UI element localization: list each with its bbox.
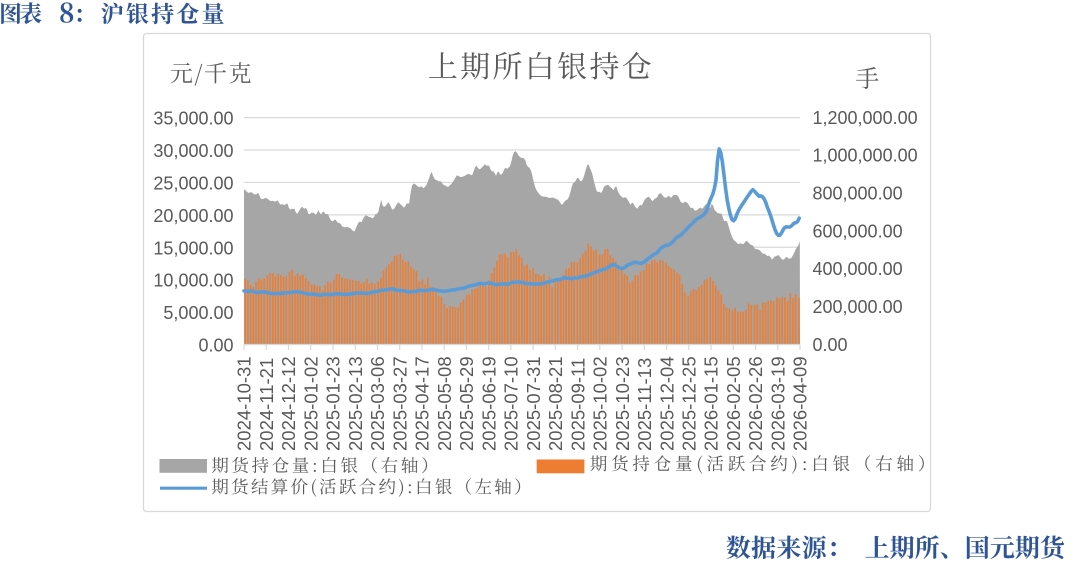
svg-text:600,000.00: 600,000.00 [813,221,903,241]
svg-text:2025-05-29: 2025-05-29 [456,356,477,451]
svg-text:0.00: 0.00 [813,335,848,355]
svg-text:2025-09-11: 2025-09-11 [567,358,588,451]
svg-text:2024-11-21: 2024-11-21 [256,358,277,451]
svg-text:2025-08-21: 2025-08-21 [545,356,566,451]
svg-text:2025-01-02: 2025-01-02 [300,356,321,451]
svg-text:2025-07-31: 2025-07-31 [523,356,544,451]
svg-text:2026-01-15: 2026-01-15 [701,356,722,451]
svg-text:2025-04-17: 2025-04-17 [412,356,433,451]
svg-text:2024-12-12: 2024-12-12 [278,356,299,451]
svg-text:20,000.00: 20,000.00 [153,206,233,226]
svg-text:2026-02-26: 2026-02-26 [745,356,766,451]
svg-text:400,000.00: 400,000.00 [813,259,903,279]
svg-text:0.00: 0.00 [198,336,233,356]
svg-text:2025-03-06: 2025-03-06 [367,356,388,451]
svg-text:1,200,000.00: 1,200,000.00 [813,108,918,128]
svg-text:2024-10-31: 2024-10-31 [234,356,255,451]
svg-text:2025-07-10: 2025-07-10 [501,356,522,451]
svg-text:25,000.00: 25,000.00 [153,173,233,193]
svg-text:2025-02-13: 2025-02-13 [345,356,366,451]
svg-text:1,000,000.00: 1,000,000.00 [813,146,918,166]
svg-text:2025-10-23: 2025-10-23 [612,356,633,451]
svg-text:2026-02-05: 2026-02-05 [723,356,744,451]
svg-text:2026-03-19: 2026-03-19 [767,356,788,451]
svg-text:2025-01-23: 2025-01-23 [323,356,344,451]
svg-text:2025-06-19: 2025-06-19 [478,356,499,451]
svg-text:200,000.00: 200,000.00 [813,297,903,317]
svg-text:10,000.00: 10,000.00 [153,271,233,291]
svg-text:2025-05-08: 2025-05-08 [434,356,455,451]
svg-text:35,000.00: 35,000.00 [153,109,233,129]
svg-text:2025-03-27: 2025-03-27 [389,356,410,451]
svg-text:30,000.00: 30,000.00 [153,141,233,161]
svg-text:2025-11-13: 2025-11-13 [634,358,655,451]
svg-text:2025-12-04: 2025-12-04 [656,356,677,451]
svg-text:2025-12-25: 2025-12-25 [679,356,700,451]
svg-text:2026-04-09: 2026-04-09 [790,356,811,451]
svg-text:2025-10-02: 2025-10-02 [590,356,611,451]
svg-text:15,000.00: 15,000.00 [153,238,233,258]
svg-text:5,000.00: 5,000.00 [163,303,233,323]
svg-text:800,000.00: 800,000.00 [813,184,903,204]
